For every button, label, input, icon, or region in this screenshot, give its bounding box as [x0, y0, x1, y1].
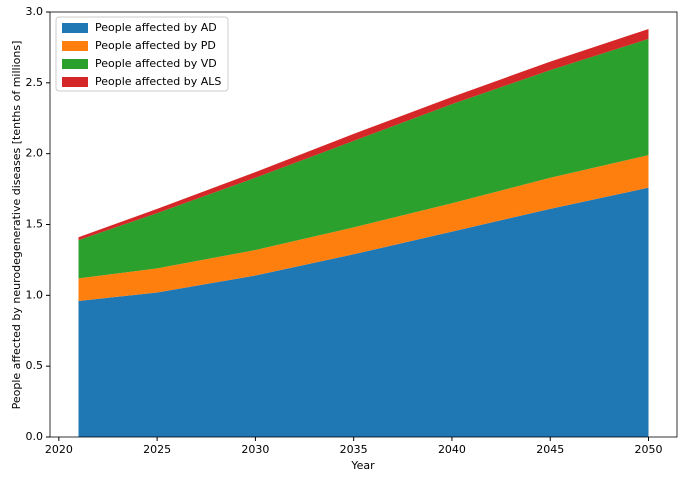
- legend-swatch: [62, 23, 88, 33]
- legend-swatch: [62, 77, 88, 87]
- legend: People affected by AD People affected by …: [55, 16, 229, 92]
- legend-label: People affected by VD: [95, 57, 217, 70]
- y-tick-label: 1.5: [26, 218, 44, 231]
- x-tick-label: 2040: [438, 443, 466, 456]
- legend-label: People affected by PD: [95, 39, 216, 52]
- x-axis-label: Year: [350, 459, 375, 472]
- y-tick-label: 1.0: [26, 288, 44, 301]
- x-tick-label: 2050: [635, 443, 663, 456]
- x-tick-label: 2030: [241, 443, 269, 456]
- area: [78, 187, 649, 437]
- area: [78, 38, 649, 279]
- legend-label: People affected by ALS: [95, 75, 221, 88]
- x-tick-label: 2045: [536, 443, 564, 456]
- legend-swatch: [62, 59, 88, 69]
- y-tick-label: 0.0: [26, 430, 44, 443]
- y-tick-label: 2.0: [26, 147, 44, 160]
- legend-label: People affected by AD: [95, 21, 217, 34]
- y-tick-label: 2.5: [26, 76, 44, 89]
- legend-swatch: [62, 41, 88, 51]
- legend-frame: [55, 16, 229, 92]
- area: [78, 29, 649, 241]
- x-tick-label: 2020: [45, 443, 73, 456]
- x-tick-label: 2025: [143, 443, 171, 456]
- y-tick-label: 3.0: [26, 5, 44, 18]
- y-axis-label: People affected by neurodegenerative dis…: [10, 41, 23, 410]
- y-tick-label: 0.5: [26, 359, 44, 372]
- area: [78, 155, 649, 301]
- x-tick-label: 2035: [340, 443, 368, 456]
